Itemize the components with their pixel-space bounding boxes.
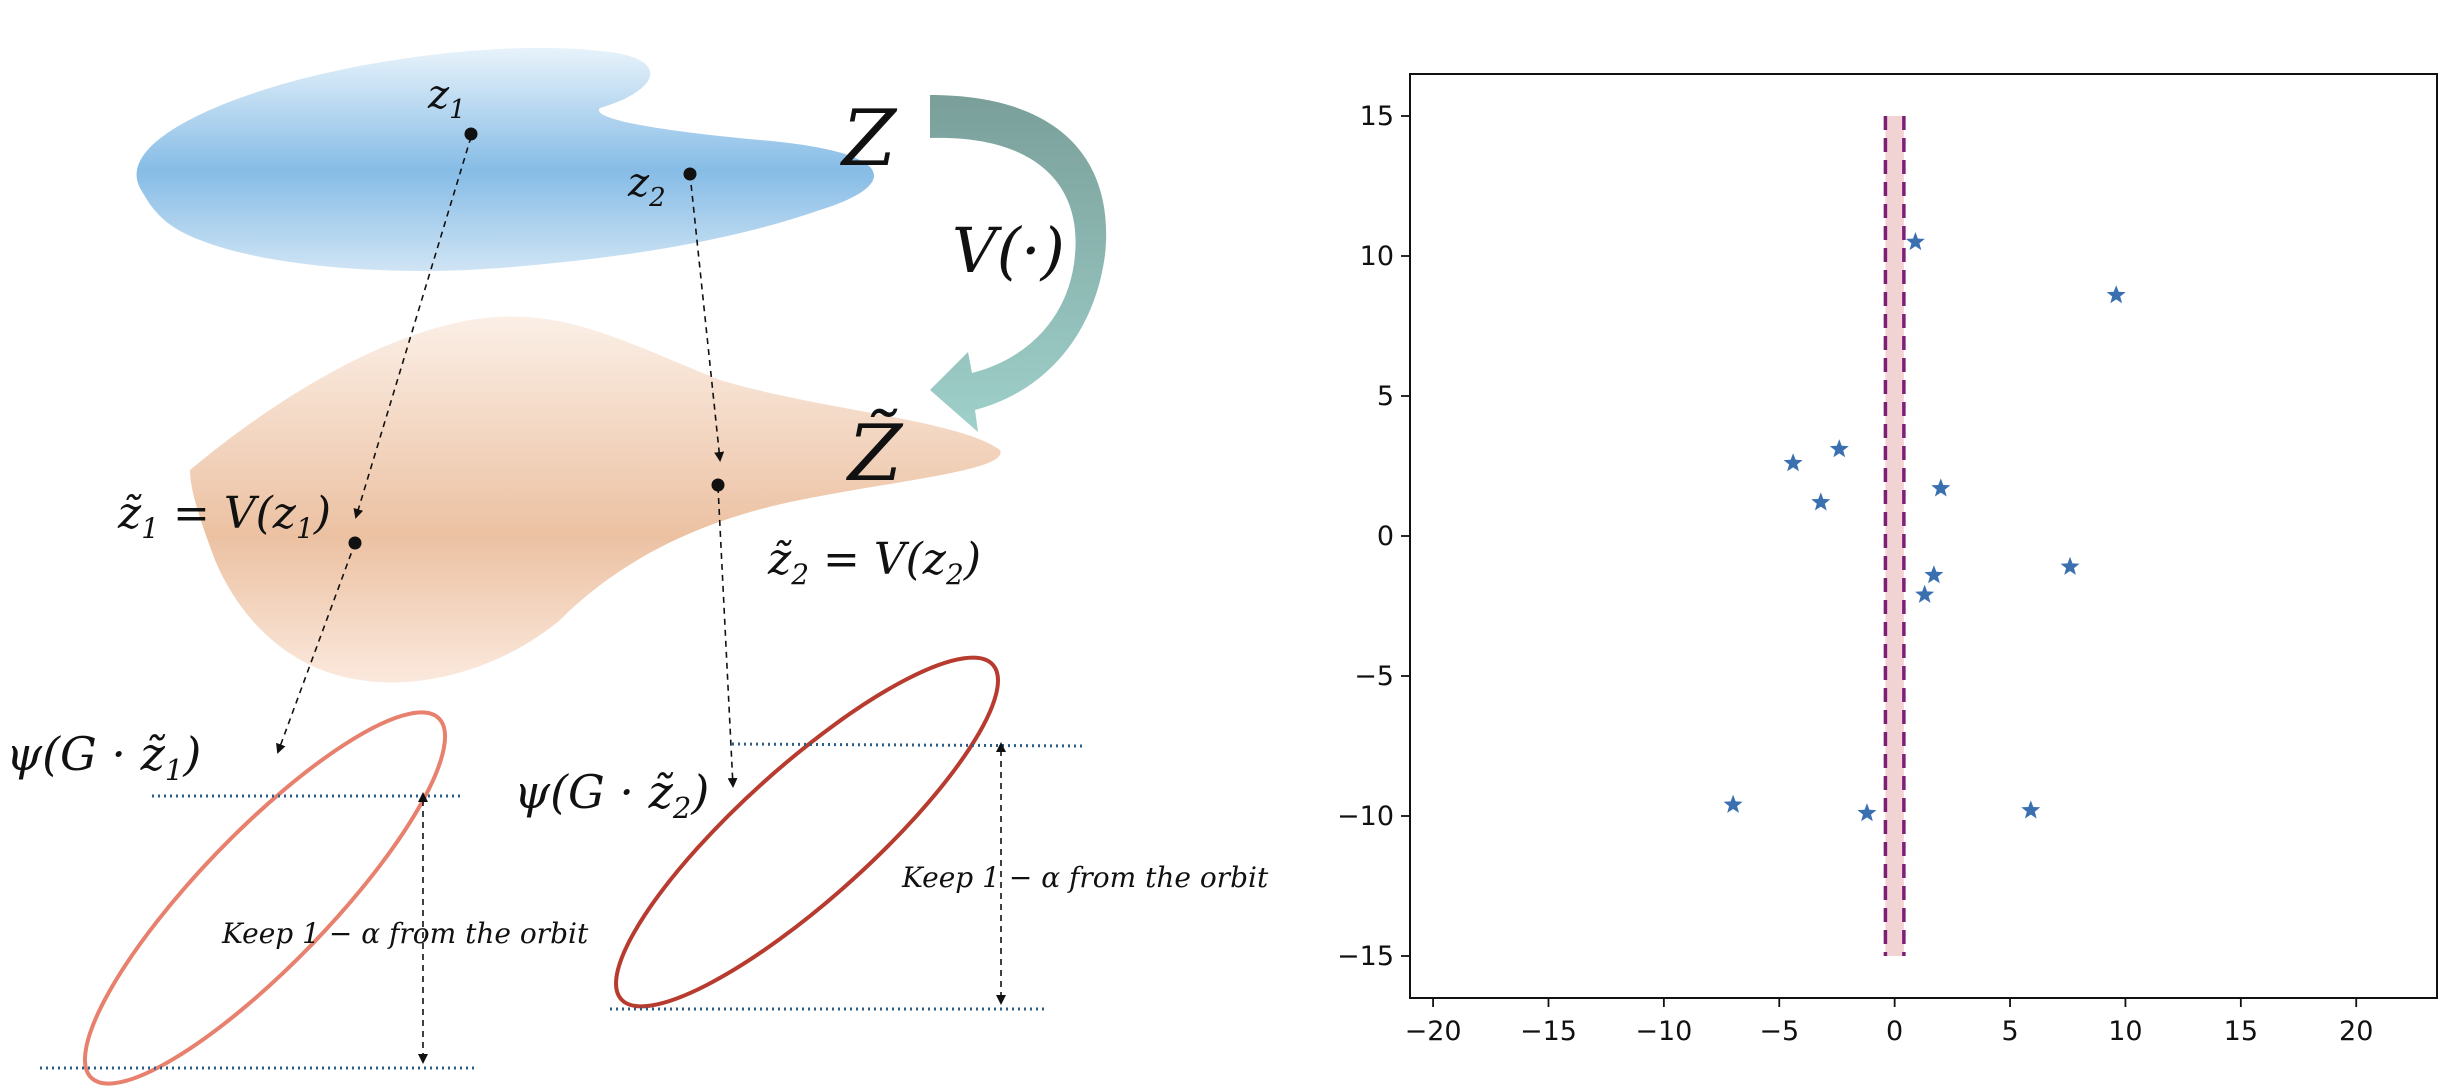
y-tick-label: −5 [1354, 661, 1394, 692]
y-tick-label: 15 [1360, 101, 1394, 132]
data-point-1 [1905, 232, 1925, 251]
diagram-panel: z1 z2 Z Z̃ V(·) z̃1 = V(z1) z̃2 = V(z2) … [6, 47, 1269, 1086]
x-tick-label: −15 [1520, 1016, 1577, 1047]
orbit-ellipse-1 [82, 710, 448, 1086]
data-point-12 [2021, 800, 2041, 819]
data-point-8 [1924, 565, 1944, 584]
point-z1 [464, 127, 478, 141]
arrow-z1-to-z1t [353, 136, 472, 519]
label-psi-1: ψ(G · z̃1) [6, 727, 201, 787]
x-tick-label: 0 [1886, 1016, 1903, 1047]
point-z2-tilde [711, 478, 725, 492]
y-axis-ticks: 15 10 5 0 −5 −10 −15 [1337, 101, 1410, 972]
x-tick-label: −10 [1635, 1016, 1692, 1047]
y-tick-label: −15 [1337, 941, 1394, 972]
band-fill [1885, 116, 1904, 956]
point-z2 [683, 167, 697, 181]
label-psi-2: ψ(G · z̃2) [514, 765, 709, 825]
data-point-4 [1829, 439, 1849, 458]
set-Z-shape [136, 47, 875, 271]
label-set-Z-tilde: Z̃ [845, 407, 904, 499]
data-point-3 [1783, 453, 1803, 472]
label-z1: z1 [427, 72, 466, 125]
x-tick-label: 15 [2224, 1016, 2258, 1047]
x-tick-label: 5 [2001, 1016, 2018, 1047]
data-point-11 [1857, 803, 1877, 822]
y-tick-label: 10 [1360, 241, 1394, 272]
label-z1-tilde: z̃1 = V(z1) [117, 488, 331, 545]
data-point-6 [1931, 478, 1951, 497]
plot-frame [1409, 73, 2438, 999]
arrow-z1t-to-orbit1 [276, 542, 356, 754]
label-keep-2: Keep 1 − α from the orbit [901, 861, 1269, 894]
x-tick-label: 10 [2108, 1016, 2142, 1047]
set-Z-tilde-shape [190, 316, 1001, 683]
data-point-2 [2106, 285, 2126, 304]
arrow-z2-to-z2t [689, 173, 725, 462]
data-point-9 [1915, 584, 1935, 603]
data-point-7 [2060, 556, 2080, 575]
y-tick-label: −10 [1337, 801, 1394, 832]
label-set-Z: Z [839, 94, 898, 184]
mapping-arrow [930, 95, 1107, 432]
y-tick-label: 5 [1377, 381, 1394, 412]
label-map-V: V(·) [952, 214, 1065, 287]
label-keep-1: Keep 1 − α from the orbit [221, 917, 589, 950]
data-point-10 [1723, 794, 1743, 813]
orbit2-top-line [731, 742, 1083, 748]
band-group [1883, 116, 1906, 956]
x-tick-label: −20 [1405, 1016, 1462, 1047]
point-z1-tilde [348, 536, 362, 550]
points-group [1723, 232, 2126, 822]
arrow-z2t-to-orbit2 [717, 486, 738, 788]
x-tick-label: −5 [1759, 1016, 1799, 1047]
orbit-ellipse-2 [614, 655, 1000, 1009]
x-axis-ticks: −20 −15 −10 −5 0 5 10 15 20 [1405, 998, 2373, 1047]
y-tick-label: 0 [1377, 521, 1394, 552]
data-point-5 [1811, 492, 1831, 511]
scatter-chart: −20 −15 −10 −5 0 5 10 15 20 15 10 5 0 −5 −10 −15 [1337, 73, 2438, 1047]
label-z2-tilde: z̃2 = V(z2) [767, 534, 981, 591]
label-z2: z2 [627, 160, 666, 213]
x-tick-label: 20 [2339, 1016, 2373, 1047]
